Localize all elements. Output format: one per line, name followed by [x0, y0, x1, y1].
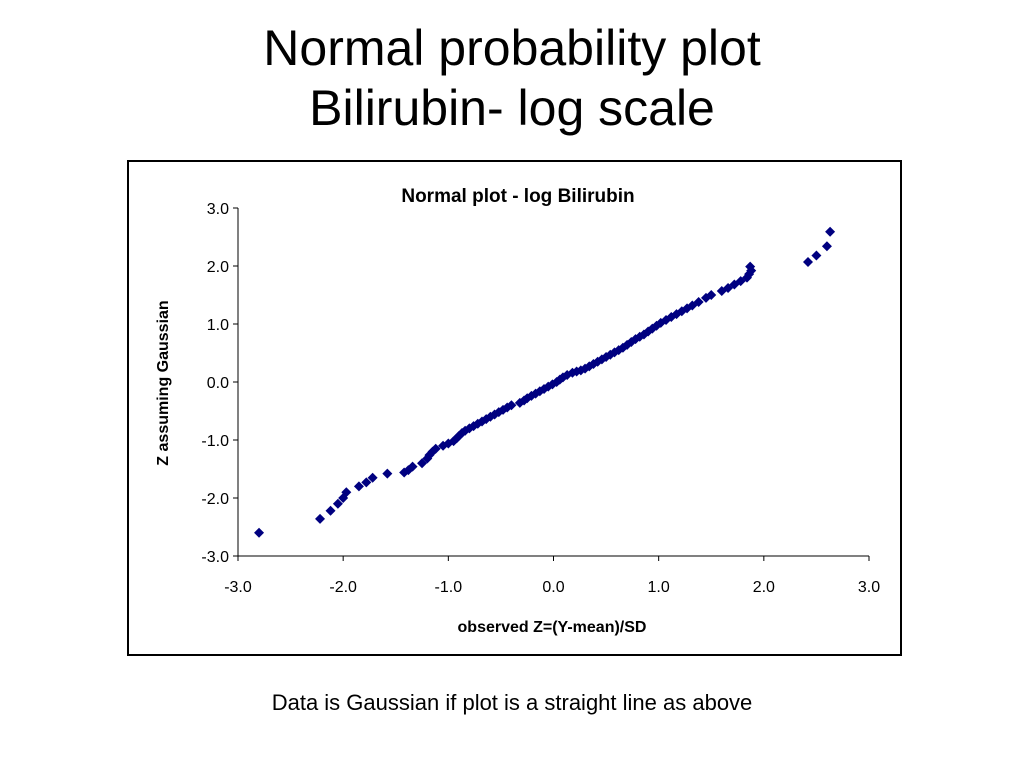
data-point — [609, 347, 620, 358]
scatter-chart: Normal plot - log Bilirubin observed Z=(… — [155, 186, 880, 636]
data-point — [693, 296, 704, 307]
data-point — [811, 250, 822, 261]
data-point — [622, 339, 633, 350]
y-tick-label: 1.0 — [207, 317, 229, 334]
data-point — [706, 290, 717, 300]
data-point — [643, 326, 654, 337]
data-point — [522, 393, 533, 404]
y-tick-label: -1.0 — [201, 433, 229, 450]
data-point — [506, 400, 517, 411]
data-point — [676, 306, 687, 317]
y-tick-label: -3.0 — [201, 549, 229, 566]
slide-title-line-1: Normal probability plot — [263, 20, 761, 76]
data-point — [315, 513, 326, 524]
data-point — [651, 320, 662, 331]
y-tick-label: -2.0 — [201, 491, 229, 508]
data-point — [254, 527, 265, 538]
data-point — [803, 256, 814, 267]
data-point — [613, 345, 624, 356]
data-point — [605, 349, 616, 360]
chart-frame: Normal plot - log Bilirubin observed Z=(… — [127, 160, 902, 656]
data-point — [543, 381, 554, 392]
data-point — [367, 472, 378, 483]
slide-caption: Data is Gaussian if plot is a straight l… — [271, 690, 753, 715]
data-point — [547, 379, 558, 390]
x-tick-label: 2.0 — [753, 579, 775, 596]
data-point — [407, 461, 418, 472]
chart-title: Normal plot - log Bilirubin — [401, 186, 634, 207]
data-point — [361, 477, 372, 488]
data-point — [338, 493, 349, 503]
y-tick-label: 3.0 — [207, 201, 229, 218]
data-point — [617, 342, 628, 353]
data-point — [588, 359, 599, 370]
data-point — [821, 241, 832, 252]
x-tick-label: -2.0 — [329, 579, 357, 596]
data-point — [534, 386, 545, 397]
x-tick-label: 3.0 — [858, 579, 880, 596]
x-tick-label: 0.0 — [542, 579, 564, 596]
x-tick-label: 1.0 — [648, 579, 670, 596]
data-point — [502, 402, 513, 413]
data-point — [430, 443, 441, 454]
slide-title-line-2: Bilirubin- log scale — [309, 80, 715, 136]
data-point — [825, 226, 836, 237]
data-point — [485, 411, 496, 422]
y-tick-label: 2.0 — [207, 259, 229, 276]
data-point — [666, 312, 677, 323]
x-tick-label: -3.0 — [224, 579, 252, 596]
data-points — [254, 226, 836, 538]
data-point — [744, 269, 755, 280]
y-tick-label: 0.0 — [207, 375, 229, 392]
data-point — [551, 377, 562, 387]
axes: -3.0 -2.0 -1.0 0.0 1.0 2.0 3.0 -3.0 -2.0 -1.0 0.0 1… — [201, 201, 880, 596]
data-point — [596, 354, 607, 365]
data-point — [539, 383, 550, 394]
data-point — [626, 336, 637, 347]
data-point — [489, 409, 500, 420]
x-tick-label: -1.0 — [435, 579, 463, 596]
data-point — [325, 505, 336, 516]
data-point — [601, 352, 612, 363]
data-point — [630, 334, 641, 345]
slide-title: Normal probability plot Bilirubin- log s… — [0, 18, 1024, 138]
data-point — [592, 356, 603, 367]
x-axis-label: observed Z=(Y-mean)/SD — [458, 619, 647, 636]
data-point — [530, 388, 541, 399]
y-axis-label: Z assuming Gaussian — [155, 300, 172, 465]
data-point — [353, 481, 364, 492]
data-point — [332, 498, 343, 509]
data-point — [382, 468, 393, 479]
data-point — [745, 261, 756, 272]
data-point — [341, 487, 352, 498]
data-point — [526, 390, 537, 401]
